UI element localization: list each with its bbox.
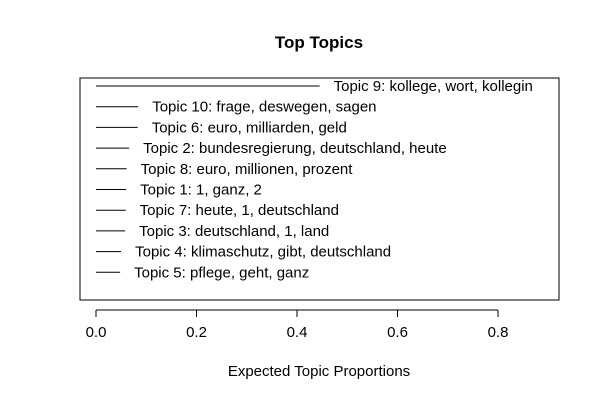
topic-label: Topic 6: euro, milliarden, geld <box>152 119 347 136</box>
topic-label: Topic 9: kollege, wort, kollegin <box>334 78 533 95</box>
topic-label: Topic 7: heute, 1, deutschland <box>140 202 339 219</box>
topic-label: Topic 4: klimaschutz, gibt, deutschland <box>135 244 391 261</box>
x-tick-label: 0.4 <box>287 324 308 341</box>
chart-title: Top Topics <box>275 33 363 52</box>
bars-layer: Topic 9: kollege, wort, kollegin Topic 10… <box>96 78 533 281</box>
topic-label: Topic 8: euro, millionen, prozent <box>141 161 354 178</box>
x-tick-label: 0.2 <box>186 324 207 341</box>
topic-label: Topic 10: frage, deswegen, sagen <box>152 99 376 116</box>
topic-label: Topic 1: 1, ganz, 2 <box>140 182 262 199</box>
x-axis-label: Expected Topic Proportions <box>228 363 410 380</box>
x-tick-label: 0.0 <box>86 324 107 341</box>
x-tick-label: 0.6 <box>387 324 408 341</box>
plot-frame <box>79 77 560 301</box>
x-axis: 0.0 0.2 0.4 0.6 0.8 <box>86 309 509 341</box>
topic-label: Topic 3: deutschland, 1, land <box>139 223 329 240</box>
x-tick-label: 0.8 <box>488 324 509 341</box>
topic-label: Topic 2: bundesregierung, deutschland, h… <box>143 140 447 157</box>
topic-label: Topic 5: pflege, geht, ganz <box>134 264 309 281</box>
